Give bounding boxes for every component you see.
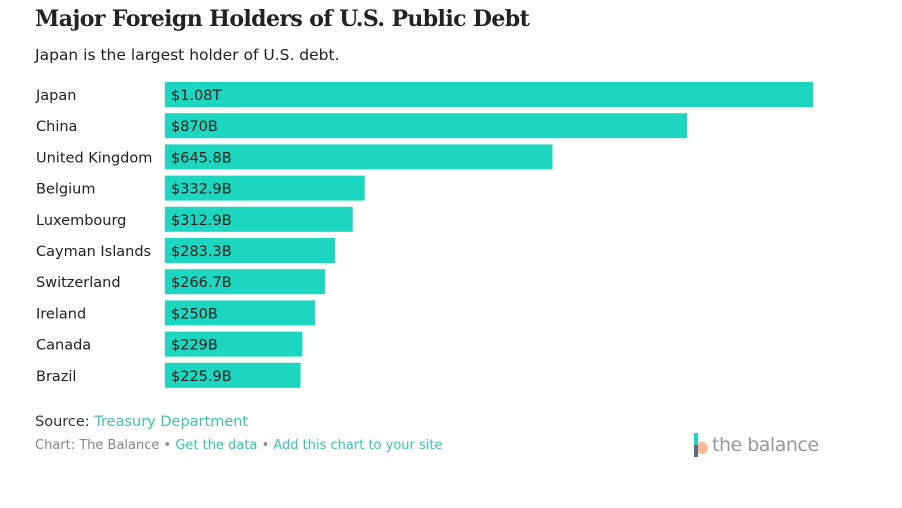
bar (165, 238, 335, 263)
category-label: Ireland (36, 306, 86, 322)
data-label: $225.9B (171, 369, 232, 385)
bar (165, 331, 303, 357)
category-label: Belgium (36, 182, 95, 198)
category-label: Switzerland (36, 275, 121, 291)
bar (165, 269, 326, 295)
bar (165, 144, 553, 170)
category-label: Brazil (36, 369, 76, 385)
category-label: China (36, 119, 77, 135)
category-label: United Kingdom (36, 150, 152, 166)
bar (165, 206, 353, 232)
data-label: $332.9B (171, 182, 232, 198)
bar (165, 175, 365, 201)
bar-chart: Japan $1.08T China $870B United Kingdom $645.… (35, 82, 813, 388)
source-link[interactable]: Treasury Department (94, 414, 249, 430)
data-label: $266.7B (171, 275, 232, 291)
add-chart-link[interactable]: Add this chart to your site (273, 438, 443, 453)
category-label: Japan (35, 88, 76, 104)
separator: • (261, 438, 270, 453)
chart-subtitle: Japan is the largest holder of U.S. debt… (35, 46, 340, 64)
data-label: $312.9B (171, 213, 232, 229)
bar (165, 300, 315, 326)
logo-text: the balance (712, 434, 819, 456)
data-label: $870B (171, 119, 218, 135)
category-label: Canada (36, 338, 91, 354)
logo-mark-icon (694, 433, 708, 457)
chart-title: Major Foreign Holders of U.S. Public Deb… (35, 6, 530, 32)
data-label: $283.3B (171, 244, 232, 260)
credit-line: Chart: The Balance • Get the data • Add … (35, 438, 442, 453)
bar (165, 113, 687, 139)
credit-text: Chart: The Balance (35, 438, 160, 453)
data-label: $229B (171, 338, 218, 354)
the-balance-logo: the balance (694, 433, 819, 457)
bar (165, 362, 301, 388)
data-label: $250B (171, 306, 218, 322)
category-label: Cayman Islands (36, 244, 151, 260)
data-label: $645.8B (171, 150, 232, 166)
bar (165, 82, 813, 107)
source-label: Source: (35, 414, 90, 430)
separator: • (163, 438, 172, 453)
category-label: Luxembourg (36, 213, 126, 229)
get-data-link[interactable]: Get the data (175, 438, 258, 453)
source-line: Source: Treasury Department (35, 414, 248, 430)
data-label: $1.08T (171, 88, 222, 104)
